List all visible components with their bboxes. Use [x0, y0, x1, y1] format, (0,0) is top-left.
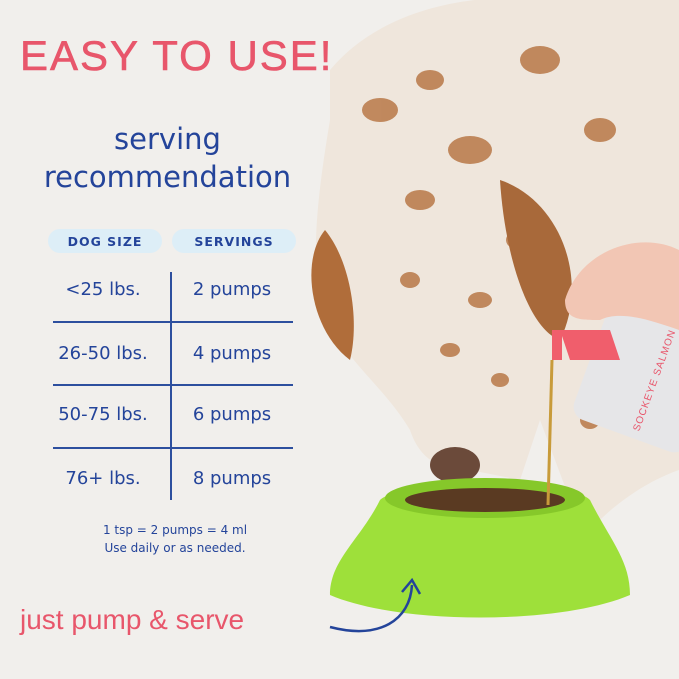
headline: EASY TO USE!: [20, 32, 334, 80]
subtitle: serving recommendation: [0, 120, 335, 196]
subtitle-line: serving: [114, 122, 221, 156]
header-servings: SERVINGS: [172, 229, 296, 253]
header-dog-size: DOG SIZE: [48, 229, 162, 253]
row-divider: [53, 447, 293, 449]
dog-size-cell: <25 lbs.: [65, 279, 141, 300]
arrow-icon: [329, 584, 414, 633]
dog-size-cell: 76+ lbs.: [65, 468, 141, 489]
subtitle-line: recommendation: [43, 160, 292, 194]
conversion-note: 1 tsp = 2 pumps = 4 ml: [102, 523, 248, 537]
servings-cell: 2 pumps: [192, 279, 272, 300]
servings-cell: 8 pumps: [192, 468, 272, 489]
row-divider: [53, 384, 293, 386]
servings-cell: 4 pumps: [192, 343, 272, 364]
bowl: [330, 484, 630, 618]
usage-note: Use daily or as needed.: [104, 541, 246, 555]
dog-size-cell: 26-50 lbs.: [58, 343, 148, 364]
tagline: just pump & serve: [20, 604, 245, 635]
servings-cell: 6 pumps: [192, 404, 272, 425]
row-divider: [53, 321, 293, 323]
column-divider: [170, 272, 172, 500]
dog-size-cell: 50-75 lbs.: [58, 404, 148, 425]
